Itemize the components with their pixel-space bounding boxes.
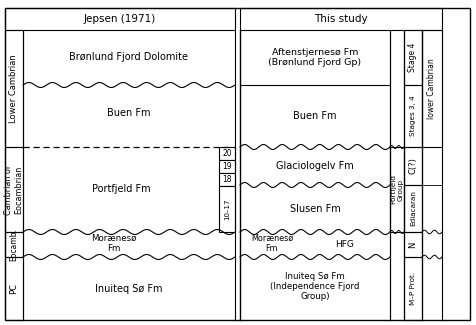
Text: 19: 19 bbox=[222, 162, 231, 171]
Text: Buen Fm: Buen Fm bbox=[107, 108, 150, 118]
Bar bbox=[389, 147, 403, 232]
Bar bbox=[239, 8, 441, 30]
Text: Eocamb.: Eocamb. bbox=[10, 228, 19, 261]
Text: Portfjeld Fm: Portfjeld Fm bbox=[91, 185, 150, 194]
Text: M–P Prot.: M–P Prot. bbox=[409, 272, 415, 305]
Bar bbox=[218, 147, 235, 160]
Text: Slusen Fm: Slusen Fm bbox=[289, 203, 340, 214]
Text: Jepsen (1971): Jepsen (1971) bbox=[84, 14, 156, 24]
Bar bbox=[5, 232, 23, 257]
Text: lower Cambrian: lower Cambrian bbox=[426, 58, 436, 119]
Text: 18: 18 bbox=[222, 175, 231, 184]
Bar bbox=[421, 30, 441, 147]
Text: Ediacaran: Ediacaran bbox=[409, 190, 415, 227]
Text: Lower Cambrian: Lower Cambrian bbox=[10, 54, 19, 123]
Bar bbox=[403, 185, 421, 232]
Text: N: N bbox=[407, 241, 416, 248]
Text: 10–17: 10–17 bbox=[224, 198, 229, 220]
Bar bbox=[403, 257, 421, 320]
Text: HFG: HFG bbox=[335, 240, 354, 249]
Text: C(?): C(?) bbox=[407, 158, 416, 175]
Bar bbox=[218, 160, 235, 173]
Bar bbox=[403, 85, 421, 147]
Bar bbox=[403, 147, 421, 185]
Bar bbox=[5, 8, 235, 30]
Text: Inuiteq Sø Fm
(Independence Fjord
Group): Inuiteq Sø Fm (Independence Fjord Group) bbox=[270, 272, 359, 301]
Text: Morænesø
Fm: Morænesø Fm bbox=[250, 234, 293, 253]
Text: PC: PC bbox=[10, 283, 19, 294]
Text: Brønlund Fjord Dolomite: Brønlund Fjord Dolomite bbox=[69, 53, 188, 62]
Text: Stages 3, 4: Stages 3, 4 bbox=[409, 96, 415, 136]
Text: Glaciologelv Fm: Glaciologelv Fm bbox=[276, 161, 353, 171]
Bar bbox=[218, 186, 235, 232]
Bar bbox=[5, 30, 23, 147]
Text: 20: 20 bbox=[222, 149, 231, 158]
Bar bbox=[403, 30, 421, 85]
Bar bbox=[5, 147, 23, 232]
Text: Buen Fm: Buen Fm bbox=[293, 111, 336, 121]
Text: Stage 4: Stage 4 bbox=[407, 43, 416, 72]
Text: This study: This study bbox=[314, 14, 367, 24]
Text: Cambrian or
Eocambrian: Cambrian or Eocambrian bbox=[4, 164, 24, 214]
Text: Aftenstjernesø Fm
(Brønlund Fjord Gp): Aftenstjernesø Fm (Brønlund Fjord Gp) bbox=[268, 48, 361, 67]
Bar bbox=[218, 173, 235, 186]
Bar bbox=[403, 232, 421, 257]
Bar bbox=[5, 257, 23, 320]
Text: Morænesø
Fm: Morænesø Fm bbox=[91, 234, 137, 253]
Text: Inuiteq Sø Fm: Inuiteq Sø Fm bbox=[95, 283, 162, 293]
Text: Portfjeld
Group: Portfjeld Group bbox=[390, 175, 403, 204]
